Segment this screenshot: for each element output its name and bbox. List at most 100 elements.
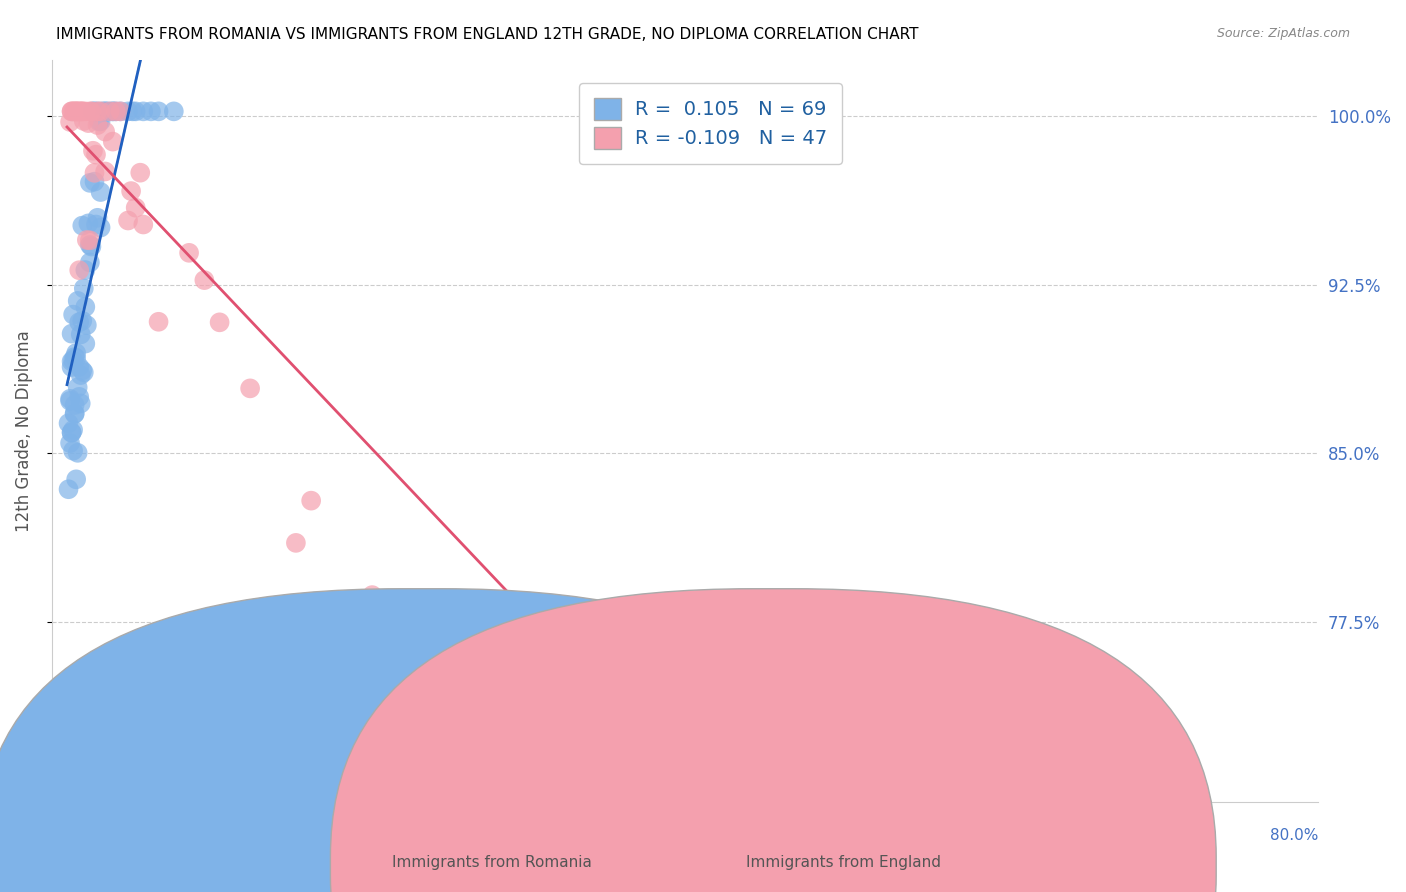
Point (77, 216, 100, 230)
Point (69, 104, 91, 119)
Point (90, 114, 112, 128)
Point (94, 104, 117, 119)
Point (62, 353, 84, 368)
Point (86, 104, 108, 119)
Point (94, 104, 117, 119)
Point (84, 147, 107, 161)
Point (66, 104, 89, 119)
Point (91, 104, 114, 119)
Point (121, 104, 143, 119)
Point (110, 104, 132, 119)
Point (59, 115, 82, 129)
Point (75, 263, 97, 277)
Point (83, 175, 105, 189)
Point (65, 346, 87, 360)
Point (72, 363, 94, 377)
Point (90, 104, 112, 119)
Point (67, 359, 90, 374)
Point (82, 144, 104, 158)
Point (139, 104, 162, 119)
Point (132, 104, 155, 119)
Point (73, 114, 96, 128)
Point (94, 125, 117, 139)
Point (79, 233, 101, 247)
Point (69, 396, 91, 410)
Point (66, 446, 89, 460)
Point (63, 407, 86, 421)
Point (59, 392, 82, 406)
Point (79, 104, 101, 119)
Point (83, 104, 105, 119)
Point (75, 300, 97, 314)
Point (60, 104, 83, 119)
Point (117, 104, 139, 119)
Point (124, 201, 146, 215)
Point (896, 806, 918, 821)
Point (104, 104, 127, 119)
Point (76, 233, 98, 247)
Point (101, 135, 124, 149)
Point (72, 104, 94, 119)
Point (65, 104, 87, 119)
Point (104, 104, 127, 119)
Point (636, 806, 658, 821)
Point (83, 166, 105, 180)
Point (86, 104, 108, 119)
Point (79, 255, 101, 269)
Point (66, 380, 89, 394)
Text: Immigrants from England: Immigrants from England (747, 855, 941, 870)
Point (73, 281, 96, 295)
Point (65, 472, 87, 486)
Point (72, 219, 94, 233)
Point (86, 118, 108, 132)
Point (148, 315, 170, 329)
Point (59, 393, 82, 408)
Point (60, 104, 83, 119)
Point (117, 213, 139, 227)
Point (76, 318, 98, 333)
Point (66, 293, 89, 308)
Point (82, 104, 104, 119)
Point (75, 104, 97, 119)
Text: Source: ZipAtlas.com: Source: ZipAtlas.com (1216, 27, 1350, 40)
Point (163, 104, 186, 119)
Point (62, 308, 84, 322)
Point (148, 104, 170, 119)
Text: 80.0%: 80.0% (1270, 829, 1319, 843)
Point (67, 263, 90, 277)
Point (67, 104, 90, 119)
Text: Immigrants from Romania: Immigrants from Romania (392, 855, 592, 870)
Point (60, 425, 83, 440)
Point (77, 116, 100, 130)
Point (69, 368, 91, 382)
Point (60, 425, 83, 440)
Point (65, 104, 87, 119)
Point (98, 104, 121, 119)
Point (58, 482, 80, 496)
Point (75, 336, 97, 351)
Point (63, 398, 86, 412)
Point (90, 185, 112, 199)
Point (80, 239, 103, 253)
Point (63, 350, 86, 364)
Point (87, 114, 110, 128)
Point (63, 104, 86, 119)
Point (79, 176, 101, 190)
Point (67, 390, 90, 404)
Point (86, 211, 108, 225)
Text: IMMIGRANTS FROM ROMANIA VS IMMIGRANTS FROM ENGLAND 12TH GRADE, NO DIPLOMA CORREL: IMMIGRANTS FROM ROMANIA VS IMMIGRANTS FR… (56, 27, 918, 42)
Point (69, 327, 91, 342)
Point (73, 365, 96, 379)
Point (284, 536, 307, 550)
Point (90, 220, 112, 235)
Point (63, 407, 86, 421)
Point (62, 104, 84, 119)
Point (60, 359, 83, 374)
Point (60, 354, 83, 368)
Point (72, 104, 94, 119)
Point (79, 238, 101, 252)
Point (97, 104, 120, 119)
Point (120, 184, 142, 198)
Point (60, 326, 83, 341)
Y-axis label: 12th Grade, No Diploma: 12th Grade, No Diploma (15, 330, 32, 532)
